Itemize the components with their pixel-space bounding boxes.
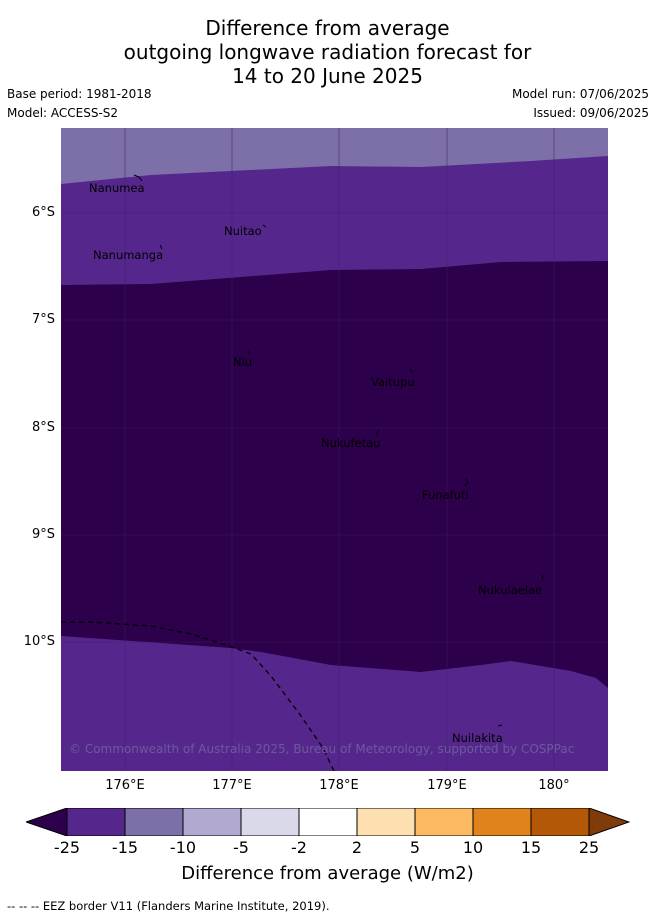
- colorbar-swatch-4: [241, 808, 299, 836]
- model-name: Model: ACCESS-S2: [7, 106, 119, 120]
- colorbar-swatch-5: [299, 808, 357, 836]
- colorbar-frame: [66, 808, 590, 836]
- colorbar-tick: -5: [233, 838, 249, 857]
- colorbar-swatch-9: [531, 808, 589, 836]
- place-label-funafuti: Funafuti: [422, 488, 469, 502]
- island-shape-nukufetau: [375, 429, 380, 437]
- eez-legend-note: -- -- -- EEZ border V11 (Flanders Marine…: [7, 899, 330, 913]
- colorbar-tick: 25: [578, 838, 600, 857]
- colorbar-under-arrow: [26, 808, 68, 836]
- graticule: [61, 128, 608, 771]
- lat-label-10s: 10°S: [23, 634, 55, 649]
- island-shape-nuitao: [262, 224, 267, 228]
- place-label-nuilakita: Nuilakita: [452, 731, 503, 745]
- map-title: Difference from average outgoing longwav…: [0, 16, 655, 88]
- lat-label-6s: 6°S: [31, 205, 55, 220]
- colorbar-swatch-7: [415, 808, 473, 836]
- place-label-nanumea: Nanumea: [89, 181, 145, 195]
- colorbar-swatch-2: [125, 808, 183, 836]
- lat-label-9s: 9°S: [31, 527, 55, 542]
- colorbar: [26, 808, 630, 836]
- base-period: Base period: 1981-2018: [7, 87, 152, 101]
- island-shape-niu: [247, 350, 251, 355]
- lat-label-7s: 7°S: [31, 312, 55, 327]
- island-shape-nanumanga: [159, 244, 163, 250]
- island-shape-nuilakita: [497, 724, 503, 727]
- place-label-nanumanga: Nanumanga: [93, 248, 164, 262]
- lon-label-180: 180°: [538, 778, 570, 793]
- colorbar-tick: -15: [111, 838, 139, 857]
- island-shape-nanumea: [133, 174, 143, 182]
- eez-border: [61, 621, 335, 771]
- lon-label-177e: 177°E: [212, 778, 252, 793]
- colorbar-dividers: [124, 808, 532, 836]
- colorbar-tick: -25: [53, 838, 81, 857]
- lon-label-176e: 176°E: [105, 778, 145, 793]
- colorbar-swatch-1: [67, 808, 125, 836]
- colorbar-swatch-3: [183, 808, 241, 836]
- contour-band-below-minus25: [61, 261, 608, 688]
- colorbar-tick: -10: [169, 838, 197, 857]
- colorbar-tick: -2: [291, 838, 307, 857]
- lon-label-178e: 178°E: [319, 778, 359, 793]
- title-line-3: 14 to 20 June 2025: [232, 64, 423, 88]
- copyright-notice: © Commonwealth of Australia 2025, Bureau…: [69, 742, 575, 756]
- map-panel: [61, 128, 608, 771]
- colorbar-swatch-8: [473, 808, 531, 836]
- colorbar-title: Difference from average (W/m2): [181, 863, 474, 884]
- place-label-nukufetau: Nukufetau: [321, 436, 381, 450]
- lat-label-8s: 8°S: [31, 420, 55, 435]
- issued-date: Issued: 09/06/2025: [533, 106, 649, 120]
- colorbar-tick: 10: [462, 838, 484, 857]
- colorbar-swatch-6: [357, 808, 415, 836]
- place-label-niu: Niu: [233, 355, 253, 369]
- model-run: Model run: 07/06/2025: [511, 87, 649, 101]
- olr-anomaly-map: [61, 128, 608, 771]
- title-line-2: outgoing longwave radiation forecast for: [123, 40, 532, 64]
- lon-label-179e: 179°E: [427, 778, 467, 793]
- place-label-nuitao: Nuitao: [224, 224, 262, 238]
- island-shape-vaitupu: [409, 368, 414, 374]
- colorbar-tick: 15: [520, 838, 542, 857]
- title-line-1: Difference from average: [205, 16, 450, 40]
- colorbar-tick: 5: [409, 838, 421, 857]
- place-label-vaitupu: Vaitupu: [371, 375, 415, 389]
- island-shape-funafuti: [464, 477, 469, 487]
- place-label-nukulaelae: Nukulaelae: [478, 583, 543, 597]
- island-shape-nukulaelae: [541, 574, 544, 581]
- colorbar-over-arrow: [588, 808, 630, 836]
- colorbar-tick: 2: [351, 838, 363, 857]
- island-outlines: [133, 174, 544, 727]
